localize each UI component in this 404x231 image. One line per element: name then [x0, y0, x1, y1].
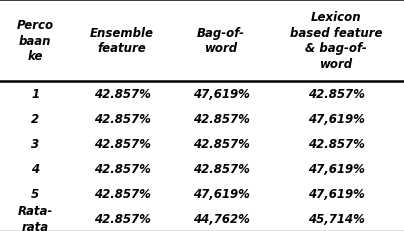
- Text: 42.857%: 42.857%: [94, 162, 151, 175]
- Text: 42.857%: 42.857%: [193, 138, 250, 151]
- Text: 47,619%: 47,619%: [193, 187, 250, 200]
- Text: 42.857%: 42.857%: [308, 138, 365, 151]
- Text: 47,619%: 47,619%: [308, 113, 365, 126]
- Text: 45,714%: 45,714%: [308, 212, 365, 225]
- Text: 42.857%: 42.857%: [193, 113, 250, 126]
- Text: 3: 3: [31, 138, 40, 151]
- Text: 2: 2: [31, 113, 40, 126]
- Text: 42.857%: 42.857%: [94, 212, 151, 225]
- Text: 42.857%: 42.857%: [94, 138, 151, 151]
- Text: Perco
baan
ke: Perco baan ke: [17, 19, 54, 63]
- Text: 42.857%: 42.857%: [193, 162, 250, 175]
- Text: 5: 5: [31, 187, 40, 200]
- Text: 42.857%: 42.857%: [308, 88, 365, 101]
- Text: Bag-of-
word: Bag-of- word: [197, 27, 245, 55]
- Text: Lexicon
based feature
& bag-of-
word: Lexicon based feature & bag-of- word: [290, 11, 383, 71]
- Text: 42.857%: 42.857%: [94, 113, 151, 126]
- Text: 47,619%: 47,619%: [308, 162, 365, 175]
- Text: 47,619%: 47,619%: [193, 88, 250, 101]
- Text: Rata-
rata: Rata- rata: [18, 204, 53, 231]
- Text: 4: 4: [31, 162, 40, 175]
- Text: 44,762%: 44,762%: [193, 212, 250, 225]
- Text: 47,619%: 47,619%: [308, 187, 365, 200]
- Text: 42.857%: 42.857%: [94, 187, 151, 200]
- Text: Ensemble
feature: Ensemble feature: [90, 27, 154, 55]
- Text: 1: 1: [31, 88, 40, 101]
- Text: 42.857%: 42.857%: [94, 88, 151, 101]
